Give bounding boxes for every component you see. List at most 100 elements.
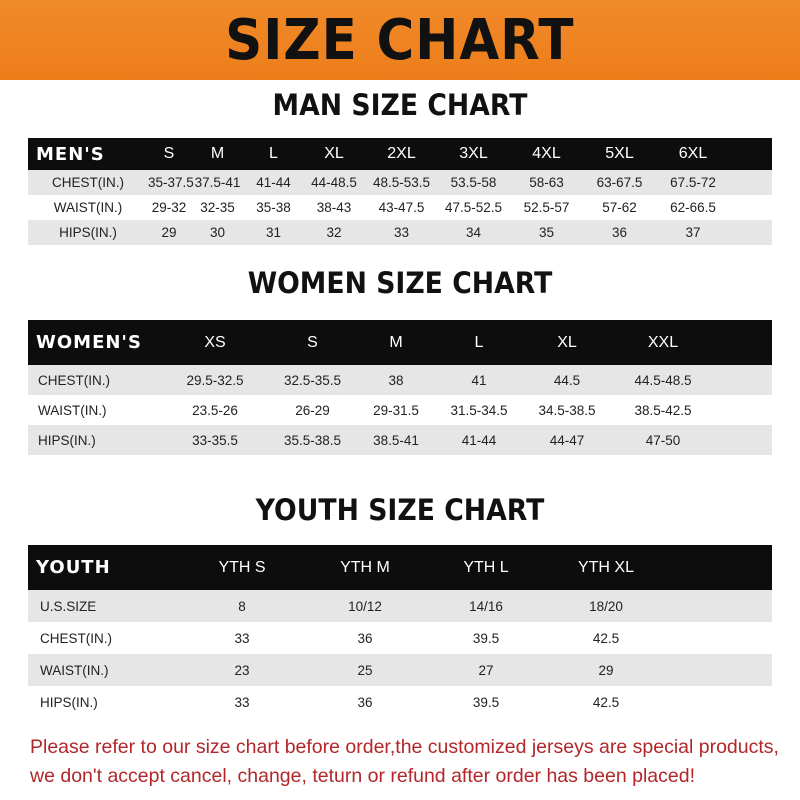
cell: 43-47.5 xyxy=(378,200,425,215)
cell: 44-47 xyxy=(549,432,585,448)
order-notice: Please refer to our size chart before or… xyxy=(30,733,790,791)
cell: 41-44 xyxy=(256,175,291,190)
cell: 4XL xyxy=(532,145,561,162)
cell: 41-44 xyxy=(461,432,497,448)
cell: M xyxy=(210,145,225,162)
cell: 23.5-26 xyxy=(192,402,238,418)
cell: 38.5-42.5 xyxy=(634,402,692,418)
cell: 35-37.5 xyxy=(148,175,194,190)
cell: 25 xyxy=(357,662,373,678)
cell: 5XL xyxy=(605,145,634,162)
cell: 39.5 xyxy=(472,694,500,710)
header-row: YOUTH YTH S YTH M YTH L YTH XL xyxy=(28,545,772,590)
cell: 44.5 xyxy=(553,372,581,388)
cell: 35 xyxy=(538,225,555,240)
cell: YTH M xyxy=(340,558,390,576)
cell: 38-43 xyxy=(316,200,352,215)
cell: 34.5-38.5 xyxy=(538,402,596,418)
table-row: CHEST(IN.) 33 36 39.5 42.5 xyxy=(28,622,772,654)
table-row: HIPS(IN.) 33-35.5 35.5-38.5 38.5-41 41-44 44-… xyxy=(28,425,772,455)
cell: 44.5-48.5 xyxy=(634,372,692,388)
cell: 37 xyxy=(685,225,701,240)
cell: 10/12 xyxy=(348,598,382,614)
cell: 29-32 xyxy=(151,200,187,215)
table-row: HIPS(IN.) 33 36 39.5 42.5 xyxy=(28,686,772,718)
cell: 26-29 xyxy=(295,402,330,418)
cell: L xyxy=(269,145,278,162)
cell: 38.5-41 xyxy=(373,432,419,448)
row-label: CHEST(IN.) xyxy=(52,175,124,190)
cell: M xyxy=(389,333,403,351)
cell: L xyxy=(474,333,484,351)
row-label: MEN'S xyxy=(36,143,105,165)
cell: 58-63 xyxy=(529,175,564,190)
youth-title: YOUTH SIZE CHART xyxy=(255,493,545,527)
cell: 3XL xyxy=(459,145,488,162)
cell: 42.5 xyxy=(592,694,620,710)
cell: YTH XL xyxy=(577,558,634,576)
cell: 32 xyxy=(326,225,342,240)
cell: 31 xyxy=(265,225,282,240)
cell: 14/16 xyxy=(469,598,503,614)
cell: 29.5-32.5 xyxy=(186,372,244,388)
table-row: WAIST(IN.) 29-32 32-35 35-38 38-43 43-47.5 47.… xyxy=(28,195,772,220)
cell: 33 xyxy=(234,630,250,646)
women-size-table: WOMEN'S XS S M L XL XXL CHEST(IN.) 29.5-32.5 32.5… xyxy=(28,320,772,455)
row-label: WAIST(IN.) xyxy=(38,402,107,418)
cell: 2XL xyxy=(387,145,416,162)
cell: 42.5 xyxy=(592,630,620,646)
row-label: WOMEN'S xyxy=(36,332,142,353)
row-label: CHEST(IN.) xyxy=(40,630,112,646)
youth-size-table: YOUTH YTH S YTH M YTH L YTH XL U.S.SIZE 8 10/12… xyxy=(28,545,772,718)
cell: 18/20 xyxy=(589,598,623,614)
row-label: WAIST(IN.) xyxy=(40,662,109,678)
row-label: YOUTH xyxy=(36,557,111,578)
row-label: U.S.SIZE xyxy=(40,598,97,614)
cell: 33 xyxy=(234,694,250,710)
cell: XL xyxy=(324,145,344,162)
cell: 32-35 xyxy=(200,200,235,215)
cell: 47-50 xyxy=(645,432,681,448)
table-row: WAIST(IN.) 23 25 27 29 xyxy=(28,654,772,686)
women-title: WOMEN SIZE CHART xyxy=(247,266,553,300)
cell: 48.5-53.5 xyxy=(372,175,431,190)
cell: S xyxy=(163,145,175,162)
cell: 6XL xyxy=(678,145,708,162)
cell: 29-31.5 xyxy=(373,402,419,418)
cell: 27 xyxy=(478,662,494,678)
cell: 44-48.5 xyxy=(311,175,357,190)
row-label: HIPS(IN.) xyxy=(59,225,117,240)
men-title: MAN SIZE CHART xyxy=(272,88,528,122)
cell: 29 xyxy=(161,225,177,240)
cell: 62-66.5 xyxy=(670,200,716,215)
cell: 35-38 xyxy=(256,200,291,215)
table-row: HIPS(IN.) 29 30 31 32 33 34 35 36 37 xyxy=(28,220,772,245)
row-label: CHEST(IN.) xyxy=(38,372,110,388)
cell: 35.5-38.5 xyxy=(283,432,342,448)
cell: 63-67.5 xyxy=(596,175,643,190)
row-label: HIPS(IN.) xyxy=(38,432,96,448)
cell: 8 xyxy=(238,598,246,614)
cell: S xyxy=(307,333,318,351)
row-label: WAIST(IN.) xyxy=(53,200,123,215)
banner: SIZE CHART xyxy=(0,0,800,80)
cell: XXL xyxy=(647,333,679,351)
men-size-table: MEN'S S M L XL 2XL 3XL 4XL 5XL 6XL CHEST(IN.) 35-37… xyxy=(28,138,772,245)
notice-line-1: Please refer to our size chart before or… xyxy=(30,736,779,758)
cell: 34 xyxy=(465,225,482,240)
cell: 36 xyxy=(611,225,628,240)
cell: 52.5-57 xyxy=(523,200,570,215)
cell: XS xyxy=(204,333,226,351)
header-row: WOMEN'S XS S M L XL XXL xyxy=(28,320,772,365)
cell: 41 xyxy=(471,372,487,388)
cell: YTH L xyxy=(463,558,509,576)
table-row: WAIST(IN.) 23.5-26 26-29 29-31.5 31.5-34.5 34… xyxy=(28,395,772,425)
table-row: U.S.SIZE 8 10/12 14/16 18/20 xyxy=(28,590,772,622)
cell: 38 xyxy=(388,372,404,388)
cell: 23 xyxy=(234,662,250,678)
cell: 33 xyxy=(393,225,410,240)
table-row: CHEST(IN.) 35-37.5 37.5-41 41-44 44-48.5 48.5… xyxy=(28,170,772,195)
table-row: CHEST(IN.) 29.5-32.5 32.5-35.5 38 41 44.5 44.5… xyxy=(28,365,772,395)
notice-line-2: we don't accept cancel, change, teturn o… xyxy=(30,765,695,787)
cell: YTH S xyxy=(218,558,266,576)
